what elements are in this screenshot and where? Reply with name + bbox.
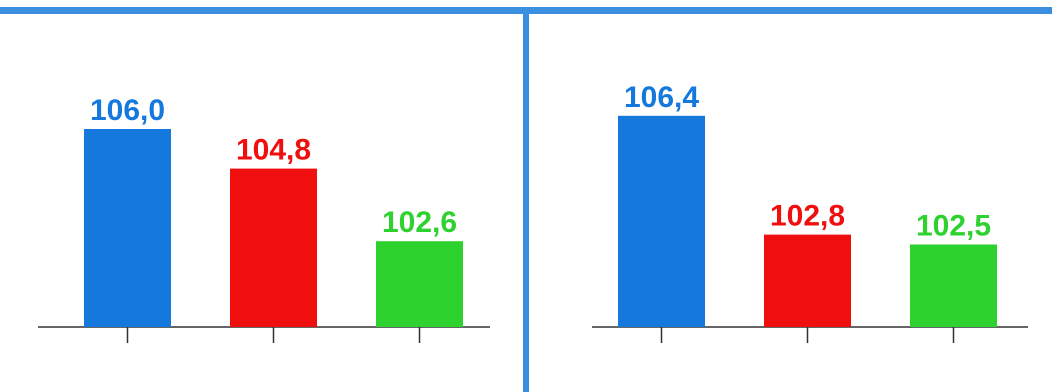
panel-divider bbox=[523, 7, 529, 392]
bar-3 bbox=[910, 244, 997, 327]
bar-1 bbox=[618, 115, 705, 327]
bar-2 bbox=[764, 234, 851, 327]
data-label-3: 102,5 bbox=[916, 210, 991, 243]
chart-panel-2: 106,4 102,8 102,5 bbox=[592, 81, 1028, 343]
data-label-2: 104,8 bbox=[236, 134, 311, 167]
bar-3 bbox=[376, 241, 463, 327]
data-label-1: 106,0 bbox=[90, 94, 165, 127]
data-label-1: 106,4 bbox=[624, 81, 699, 114]
chart-panel-1: 106,0 104,8 102,6 bbox=[38, 94, 490, 343]
chart-panels: 106,0 104,8 102,6 106,4 102,8 102,5 bbox=[38, 81, 1028, 343]
data-label-2: 102,8 bbox=[770, 200, 845, 233]
bar-2 bbox=[230, 168, 317, 327]
bar-1 bbox=[84, 129, 171, 327]
data-label-3: 102,6 bbox=[382, 206, 457, 239]
